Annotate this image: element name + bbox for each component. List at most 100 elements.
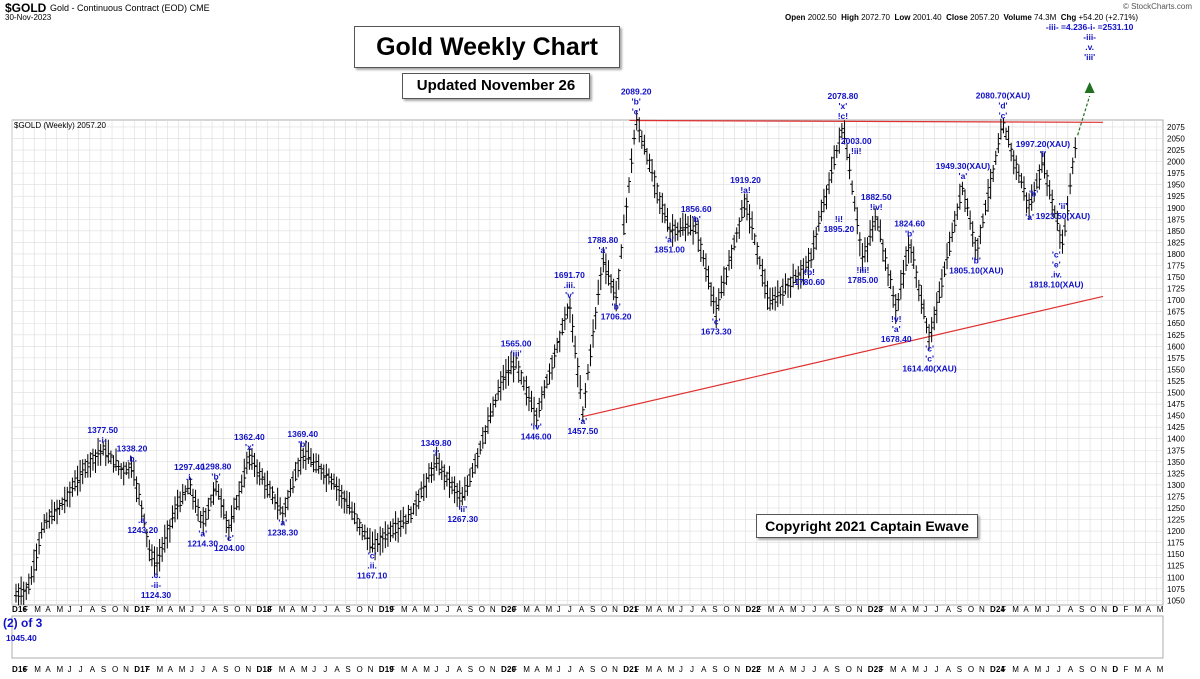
low-value: 2001.40	[912, 13, 942, 22]
price-tick-label: 1950	[1167, 181, 1185, 190]
month-tick-label: F	[145, 605, 150, 614]
month-tick-label: J	[1057, 605, 1061, 614]
month-tick-label: S	[834, 605, 839, 614]
year-tick-label: 21	[629, 665, 638, 674]
price-tick-label: 1975	[1167, 169, 1185, 178]
wave-label: !iii!	[857, 265, 870, 275]
updated-box: Updated November 26	[402, 73, 590, 99]
year-tick-label: 19	[385, 665, 394, 674]
month-tick-label: D	[623, 665, 629, 674]
month-tick-label: A	[168, 665, 174, 674]
month-tick-label: M	[1035, 665, 1042, 674]
time-axis: D 16F M A M J J A S O N D 17F M A M J J A S O N D 18F M A M J J A S O N D…	[12, 605, 1164, 674]
wave-label: 1923.50(XAU)	[1036, 211, 1091, 221]
month-tick-label: A	[701, 665, 707, 674]
wave-label: -iii- =4.236-i- =2531.10	[1046, 22, 1134, 32]
open-value: 2002.50	[807, 13, 837, 22]
wave-labels: 1377.50-i- 1338.20.b. .a.1243.20 .c.-ii-112…	[87, 22, 1133, 600]
month-tick-label: A	[212, 665, 218, 674]
price-tick-label: 1700	[1167, 296, 1185, 305]
month-tick-label: A	[946, 605, 952, 614]
low-label: Low	[894, 13, 911, 22]
price-tick-label: 1875	[1167, 215, 1185, 224]
wave-label: 1780.60	[794, 277, 825, 287]
lower-panel-label: (2) of 3	[3, 616, 43, 630]
wave-label: 'b'	[692, 214, 701, 224]
wave-label: 'x'	[839, 101, 848, 111]
wave-label: 1124.30	[141, 590, 172, 600]
month-tick-label: D	[379, 665, 385, 674]
wave-label: 'c'	[999, 110, 1008, 120]
month-tick-label: O	[479, 665, 485, 674]
price-tick-label: 1500	[1167, 389, 1185, 398]
month-tick-label: D	[12, 605, 18, 614]
month-tick-label: O	[112, 665, 118, 674]
month-tick-label: M	[668, 605, 675, 614]
wave-label: 'c'	[925, 354, 934, 364]
month-tick-label: A	[1023, 605, 1029, 614]
month-tick-label: M	[668, 665, 675, 674]
price-tick-label: 1150	[1167, 550, 1185, 559]
month-tick-label: J	[801, 605, 805, 614]
month-tick-label: O	[846, 665, 852, 674]
month-tick-label: D	[501, 665, 507, 674]
month-tick-label: N	[490, 605, 496, 614]
month-tick-label: F	[145, 665, 150, 674]
wave-label: 1446.00	[521, 431, 552, 441]
resistance-trendline	[629, 119, 1103, 123]
year-tick-label: 18	[263, 605, 272, 614]
wave-label: 1882.50	[861, 192, 892, 202]
month-tick-label: S	[468, 665, 473, 674]
wave-label: 'b'	[298, 439, 307, 449]
wave-label: 1673.30	[701, 326, 732, 336]
month-tick-label: J	[68, 665, 72, 674]
month-tick-label: M	[279, 665, 286, 674]
month-tick-label: O	[234, 605, 240, 614]
month-tick-label: J	[801, 665, 805, 674]
month-tick-label: J	[690, 665, 694, 674]
wave-label: !v!	[891, 314, 902, 324]
wave-label: 'i'	[1040, 149, 1046, 159]
month-tick-label: S	[101, 665, 106, 674]
month-tick-label: F	[1123, 665, 1128, 674]
wave-label: 1167.10	[357, 570, 388, 580]
price-tick-label: 1675	[1167, 308, 1185, 317]
month-tick-label: F	[757, 665, 762, 674]
month-tick-label: J	[923, 665, 927, 674]
month-tick-label: M	[156, 665, 163, 674]
month-tick-label: M	[1035, 605, 1042, 614]
month-tick-label: M	[179, 665, 186, 674]
month-tick-label: A	[534, 605, 540, 614]
wave-label: !a!	[740, 185, 751, 195]
month-tick-label: S	[712, 665, 717, 674]
wave-label: 1298.80	[201, 461, 232, 471]
month-tick-label: M	[423, 605, 430, 614]
wave-label: 'e'	[1052, 260, 1061, 270]
price-tick-label: 2050	[1167, 134, 1185, 143]
month-tick-label: F	[268, 665, 273, 674]
month-tick-label: S	[223, 665, 228, 674]
month-tick-label: A	[701, 605, 707, 614]
wave-label: 'a'	[959, 171, 968, 181]
month-tick-label: F	[512, 605, 517, 614]
month-tick-label: J	[323, 665, 327, 674]
month-tick-label: M	[56, 605, 63, 614]
wave-label: 1457.50	[567, 426, 598, 436]
month-tick-label: S	[1079, 665, 1084, 674]
month-tick-label: M	[179, 605, 186, 614]
month-tick-label: D	[501, 605, 507, 614]
month-tick-label: M	[423, 665, 430, 674]
month-tick-label: M	[301, 605, 308, 614]
chart-date: 30-Nov-2023	[5, 13, 52, 22]
month-tick-label: F	[634, 665, 639, 674]
month-tick-label: N	[734, 605, 740, 614]
month-tick-label: N	[1101, 605, 1107, 614]
month-tick-label: N	[857, 605, 863, 614]
wave-label: 'b'	[632, 96, 641, 106]
year-tick-label: 22	[752, 605, 761, 614]
month-tick-label: A	[290, 605, 296, 614]
price-tick-label: 1925	[1167, 192, 1185, 201]
wave-label: .iv.	[1051, 270, 1062, 280]
year-tick-label: 17	[140, 665, 149, 674]
